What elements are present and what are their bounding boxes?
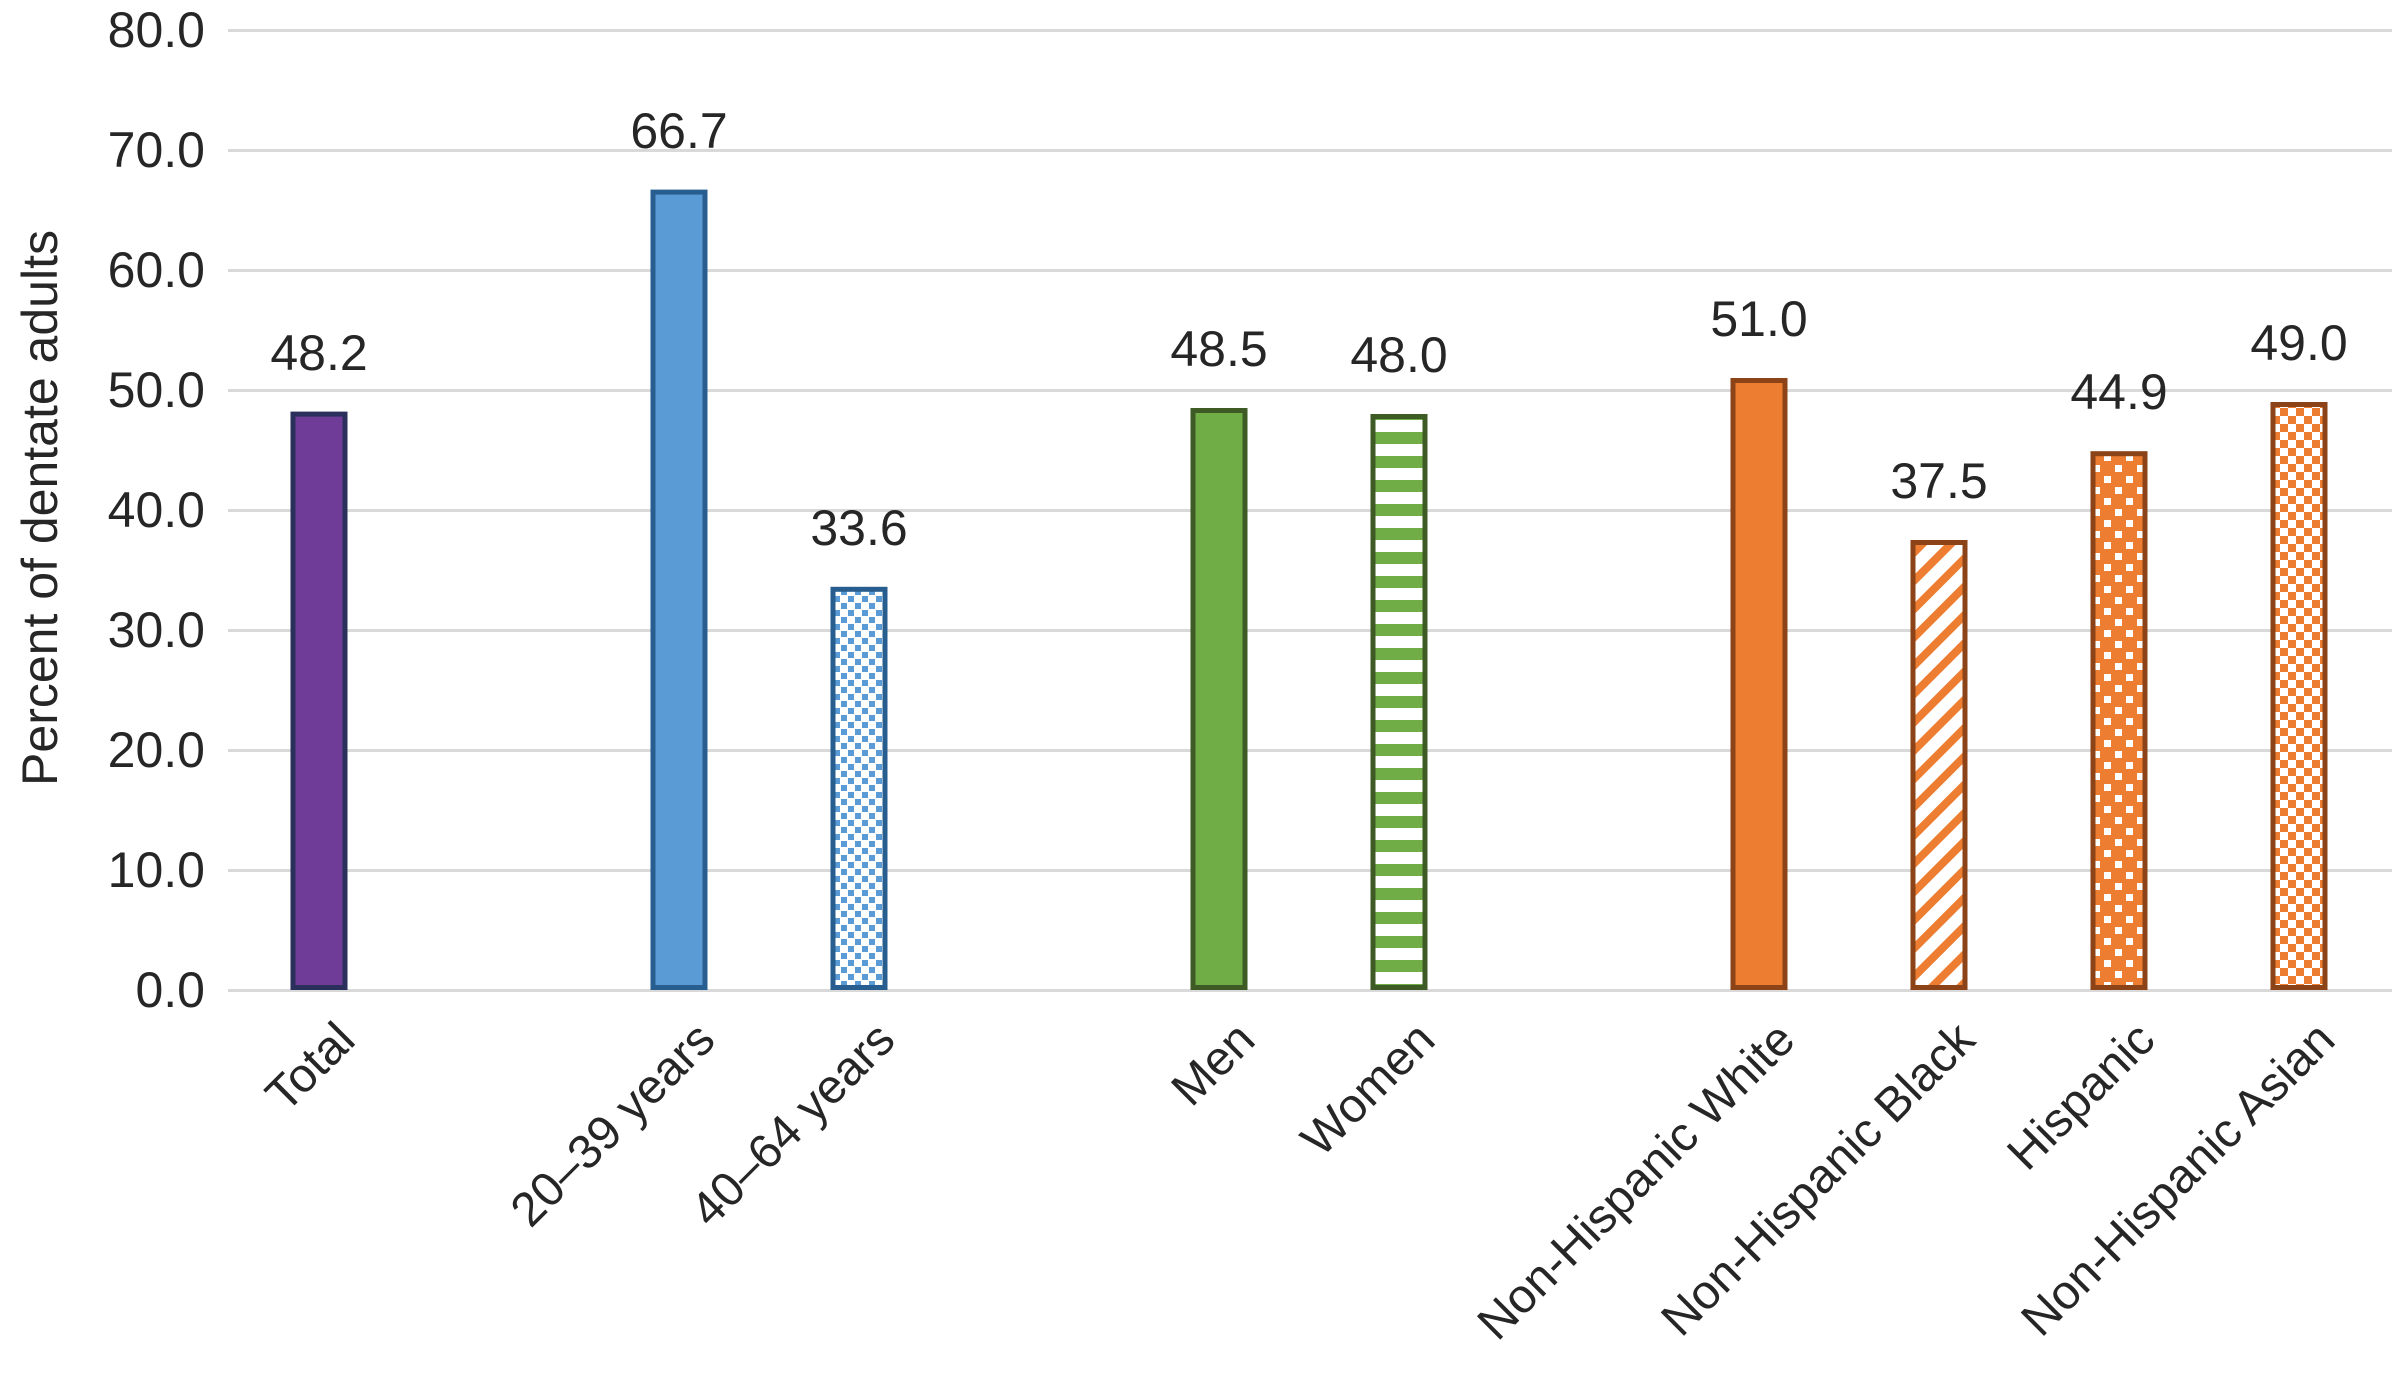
bar-value-label: 37.5 bbox=[1890, 453, 1988, 509]
y-tick-label: 70.0 bbox=[107, 122, 205, 178]
y-tick-label: 20.0 bbox=[107, 722, 205, 778]
gridline bbox=[228, 988, 2392, 992]
y-tick-label: 50.0 bbox=[107, 362, 205, 418]
bar-women bbox=[1370, 414, 1428, 990]
bar-value-label: 44.9 bbox=[2070, 364, 2168, 421]
y-tick-label: 30.0 bbox=[107, 602, 205, 658]
y-tick-label: 80.0 bbox=[107, 2, 205, 58]
bar-hispanic bbox=[2090, 451, 2148, 990]
bar-value-label: 51.0 bbox=[1710, 291, 1808, 347]
y-tick-label: 10.0 bbox=[107, 842, 205, 898]
gridline bbox=[228, 628, 2392, 632]
gridline bbox=[228, 28, 2392, 32]
bar-value-label: 48.5 bbox=[1170, 321, 1268, 377]
bar-non-hispanic-black bbox=[1910, 540, 1968, 990]
gridline bbox=[228, 748, 2392, 752]
bar-non-hispanic-white bbox=[1730, 378, 1788, 990]
bar-40-64-years bbox=[830, 586, 888, 990]
gridline bbox=[228, 388, 2392, 392]
y-tick-label: 40.0 bbox=[107, 482, 205, 538]
gridline bbox=[228, 148, 2392, 152]
bar-value-label: 48.0 bbox=[1350, 327, 1448, 383]
gridline bbox=[228, 508, 2392, 512]
gridline bbox=[228, 868, 2392, 872]
bar-value-label: 66.7 bbox=[630, 102, 728, 159]
bar-value-label: 49.0 bbox=[2250, 315, 2348, 371]
gridline bbox=[228, 268, 2392, 272]
bar-value-label: 33.6 bbox=[810, 499, 908, 556]
bar-total bbox=[290, 411, 348, 991]
bar-men bbox=[1190, 408, 1248, 990]
bar-non-hispanic-asian bbox=[2270, 402, 2328, 990]
bar-20-39-years bbox=[650, 189, 708, 991]
y-tick-label: 0.0 bbox=[135, 962, 205, 1018]
y-tick-label: 60.0 bbox=[107, 242, 205, 298]
bar-value-label: 48.2 bbox=[270, 324, 368, 381]
